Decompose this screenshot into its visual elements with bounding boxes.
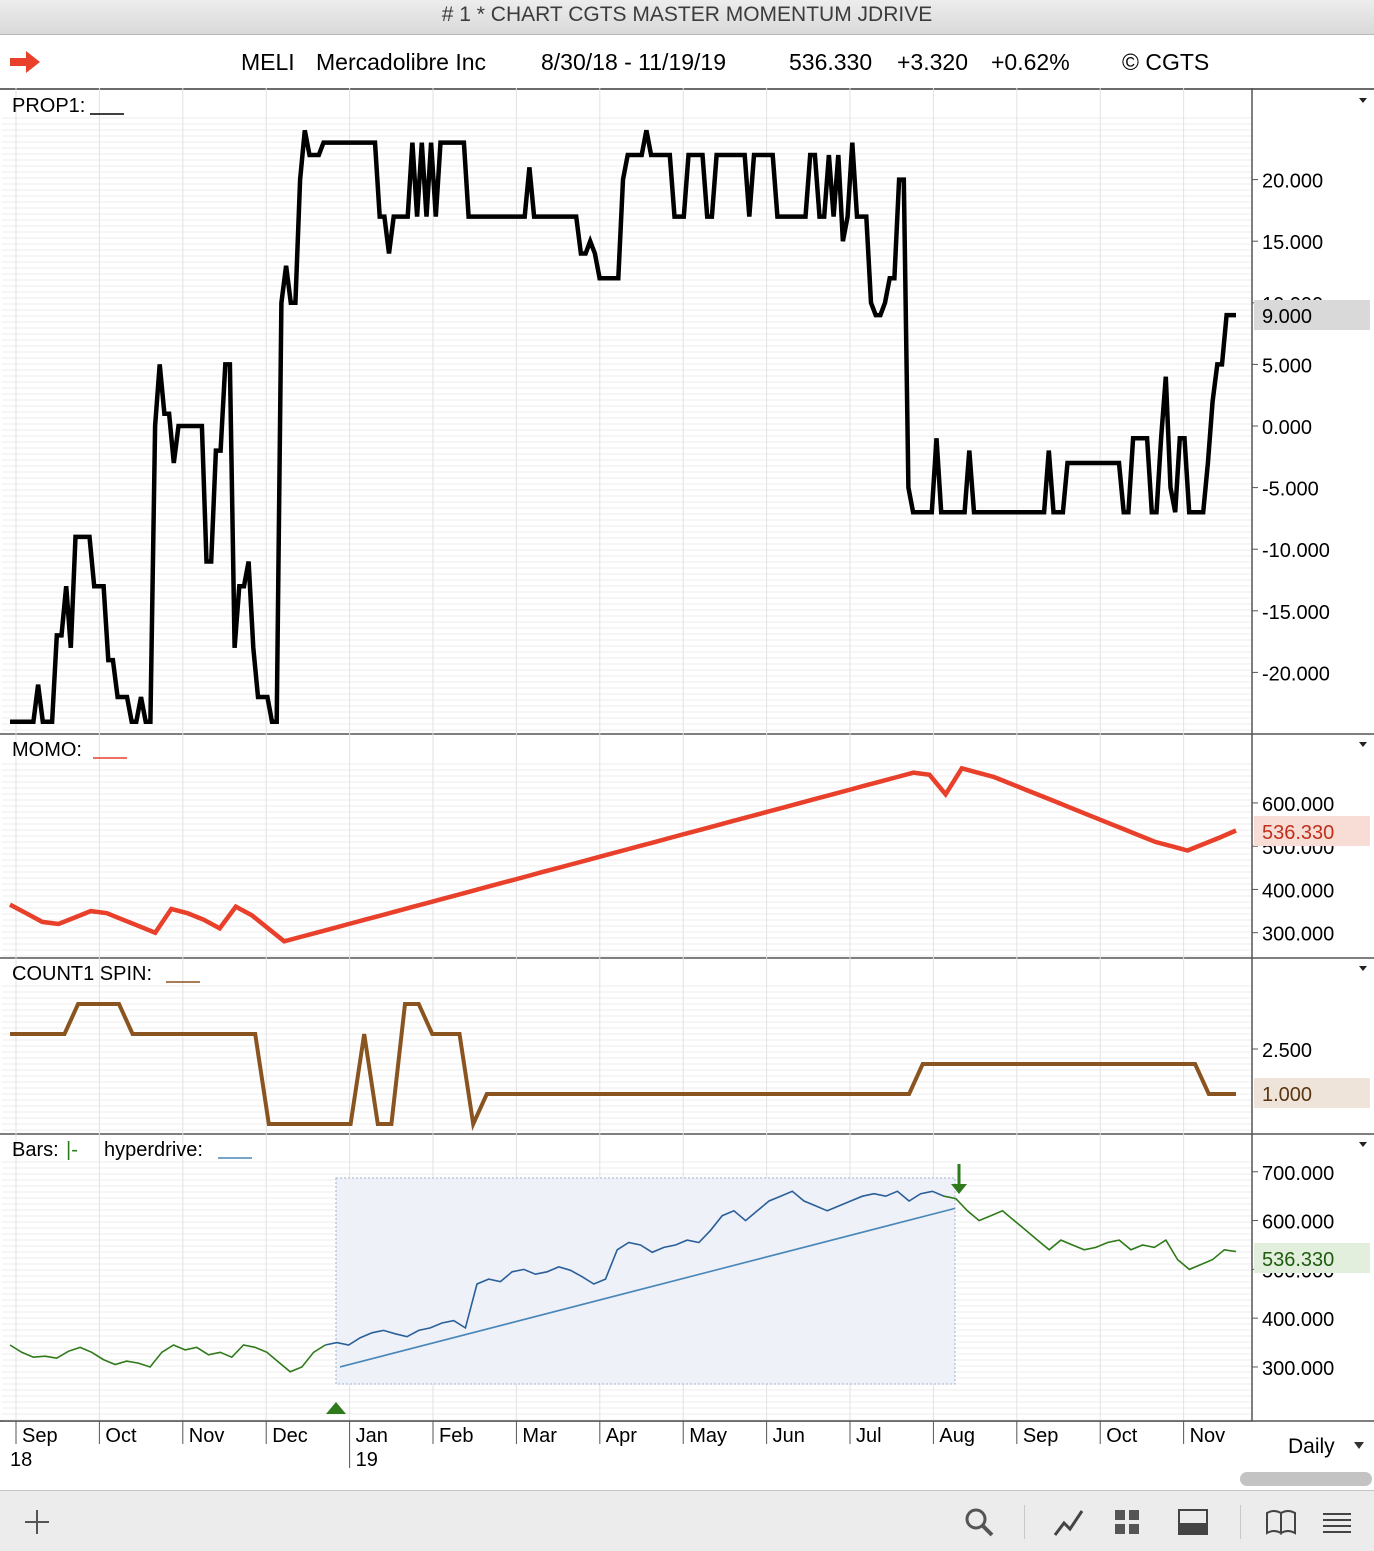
month-label: Jul bbox=[856, 1425, 882, 1447]
prop1-series-line bbox=[10, 129, 1236, 724]
bars-current-value: 536.330 bbox=[1262, 1249, 1334, 1271]
panel-label: COUNT1 SPIN: bbox=[12, 963, 152, 985]
bars-current-value-box bbox=[1254, 1243, 1370, 1273]
y-tick-label: 600.000 bbox=[1262, 1212, 1334, 1234]
y-tick-label: 400.000 bbox=[1262, 880, 1334, 902]
period-selector[interactable]: Daily bbox=[1288, 1435, 1335, 1458]
price-bars-hyperdrive bbox=[325, 1190, 945, 1346]
count1-current-value-box bbox=[1254, 1078, 1370, 1108]
chart-area[interactable]: 20.00015.00010.0005.0000.000-5.000-10.00… bbox=[0, 88, 1374, 1490]
y-tick-label: 300.000 bbox=[1262, 1358, 1334, 1380]
symbol-ticker[interactable]: MELI bbox=[241, 49, 295, 75]
year-label: 18 bbox=[10, 1449, 32, 1471]
chart-line-icon[interactable] bbox=[1052, 1505, 1086, 1539]
y-tick-label: 2.500 bbox=[1262, 1040, 1312, 1062]
price-bars-post bbox=[943, 1195, 1237, 1271]
y-tick-label: -10.000 bbox=[1262, 540, 1330, 562]
y-tick-label: 300.000 bbox=[1262, 924, 1334, 946]
panel-menu-icon[interactable] bbox=[1359, 966, 1367, 971]
panel-layout-icon[interactable] bbox=[1176, 1505, 1210, 1539]
grid-layout-icon[interactable] bbox=[1110, 1505, 1144, 1539]
panel-menu-icon[interactable] bbox=[1359, 742, 1367, 747]
count1-current-value: 1.000 bbox=[1262, 1084, 1312, 1106]
month-label: Apr bbox=[606, 1425, 637, 1447]
y-tick-label: 15.000 bbox=[1262, 232, 1323, 254]
hyperdrive-zone bbox=[335, 1177, 956, 1385]
panel-label: PROP1: bbox=[12, 95, 85, 117]
y-tick-label: 5.000 bbox=[1262, 355, 1312, 377]
y-tick-label: -15.000 bbox=[1262, 602, 1330, 624]
copyright-label: © CGTS bbox=[1122, 49, 1210, 75]
month-label: Feb bbox=[439, 1425, 473, 1447]
panel-label: MOMO: bbox=[12, 739, 82, 761]
month-label: May bbox=[689, 1425, 727, 1447]
search-icon[interactable] bbox=[962, 1505, 996, 1539]
hyperdrive-label: hyperdrive: bbox=[104, 1139, 203, 1161]
month-label: Sep bbox=[1023, 1425, 1059, 1447]
y-tick-label: 700.000 bbox=[1262, 1163, 1334, 1185]
y-tick-label: 20.000 bbox=[1262, 171, 1323, 193]
month-label: Jan bbox=[356, 1425, 388, 1447]
price-bars-pre bbox=[9, 1344, 326, 1373]
date-range: 8/30/18 - 11/19/19 bbox=[541, 49, 726, 75]
y-tick-label: -20.000 bbox=[1262, 663, 1330, 685]
menu-list-icon[interactable] bbox=[1320, 1505, 1354, 1539]
panel-menu-icon[interactable] bbox=[1359, 1142, 1367, 1147]
momo-current-value: 536.330 bbox=[1262, 822, 1334, 844]
bottom-toolbar bbox=[0, 1490, 1374, 1551]
bars-legend-glyph: |- bbox=[66, 1139, 78, 1161]
window-title-bar: # 1 * CHART CGTS MASTER MOMENTUM JDRIVE bbox=[0, 0, 1374, 35]
y-tick-label: 0.000 bbox=[1262, 417, 1312, 439]
company-name: Mercadolibre Inc bbox=[316, 49, 487, 75]
y-tick-label: 600.000 bbox=[1262, 794, 1334, 816]
y-tick-label: 400.000 bbox=[1262, 1309, 1334, 1331]
month-label: Jun bbox=[773, 1425, 805, 1447]
symbol-info-bar: MELI Mercadolibre Inc 8/30/18 - 11/19/19… bbox=[0, 35, 1374, 90]
hyperdrive-trendline bbox=[339, 1207, 956, 1368]
price-change-percent: +0.62% bbox=[991, 49, 1070, 75]
momo-current-value-box bbox=[1254, 816, 1370, 846]
window-title: # 1 * CHART CGTS MASTER MOMENTUM JDRIVE bbox=[441, 3, 933, 26]
month-label: Oct bbox=[1106, 1425, 1138, 1447]
last-price: 536.330 bbox=[789, 49, 873, 75]
price-change: +3.320 bbox=[897, 49, 968, 75]
month-label: Mar bbox=[522, 1425, 557, 1447]
prop1-current-value: 9.000 bbox=[1262, 306, 1312, 328]
y-tick-label: -5.000 bbox=[1262, 479, 1319, 501]
add-icon[interactable] bbox=[20, 1505, 54, 1539]
month-label: Oct bbox=[105, 1425, 137, 1447]
sell-arrow-head-icon bbox=[951, 1184, 967, 1194]
count1-series-line bbox=[10, 1002, 1236, 1131]
month-label: Nov bbox=[189, 1425, 225, 1447]
month-label: Aug bbox=[939, 1425, 975, 1447]
horizontal-scrollbar[interactable] bbox=[1240, 1472, 1372, 1486]
month-label: Dec bbox=[272, 1425, 308, 1447]
panel-menu-icon[interactable] bbox=[1359, 98, 1367, 103]
month-label: Sep bbox=[22, 1425, 58, 1447]
month-label: Nov bbox=[1190, 1425, 1226, 1447]
period-dropdown-icon[interactable] bbox=[1354, 1442, 1364, 1450]
year-label: 19 bbox=[356, 1449, 378, 1471]
book-icon[interactable] bbox=[1264, 1505, 1298, 1539]
panel-label: Bars: bbox=[12, 1139, 59, 1161]
momo-series-line bbox=[8, 765, 1237, 944]
buy-arrow-icon bbox=[326, 1402, 346, 1414]
red-right-arrow-icon[interactable] bbox=[10, 51, 40, 73]
prop1-current-value-box bbox=[1254, 300, 1370, 330]
